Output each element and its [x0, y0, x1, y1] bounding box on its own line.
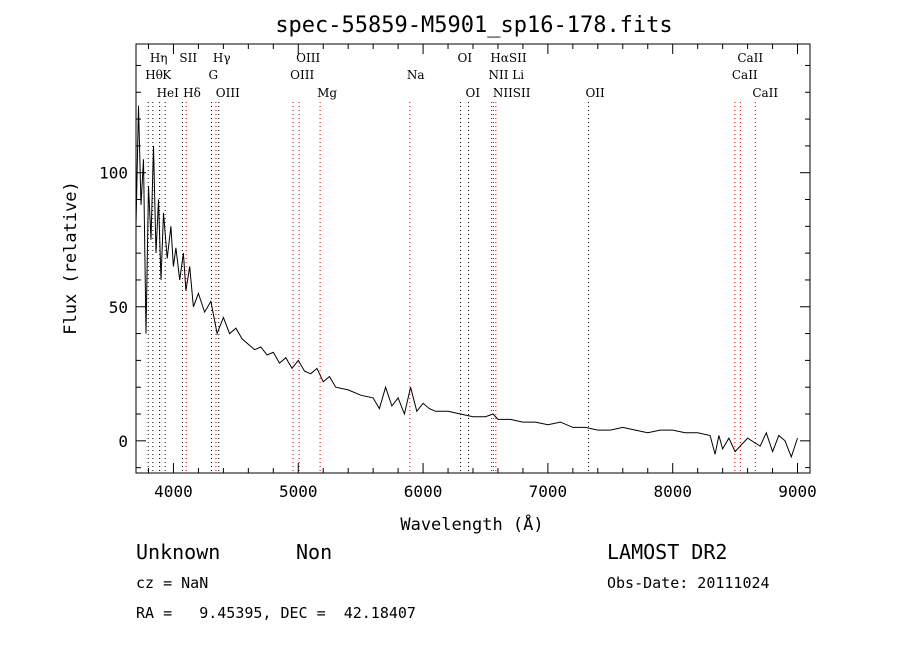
spectral-line-label: HeI	[157, 86, 180, 100]
axis-ticks: 4000 5000 6000 7000 8000 9000 0 50 100	[99, 44, 817, 501]
spectral-line-label: K	[162, 68, 172, 82]
y-axis-label: Flux (relative)	[61, 181, 81, 335]
y-tick-label: 0	[118, 432, 128, 451]
spectral-line-label: CaII	[752, 86, 778, 100]
spectral-line-label: Hγ	[213, 51, 231, 65]
chart-title: spec-55859-M5901_sp16-178.fits	[275, 13, 672, 38]
spectrum-series-line	[135, 105, 798, 459]
plot-frame	[135, 43, 811, 474]
x-tick-label: 4000	[154, 482, 193, 501]
spectral-line-label: CaII	[732, 68, 758, 82]
spectral-line-label: Na	[407, 68, 425, 82]
spectral-line-label: Hθ	[145, 68, 163, 82]
spectral-line-label: CaII	[737, 51, 763, 65]
x-tick-label: 9000	[778, 482, 817, 501]
spectral-line-markers	[147, 102, 756, 473]
ra-dec-coordinates: RA = 9.45395, DEC = 42.18407	[136, 604, 416, 622]
redshift-cz: cz = NaN	[136, 574, 208, 592]
x-axis-label: Wavelength (Å)	[400, 513, 543, 535]
spectral-line-label: HαSII	[490, 51, 527, 65]
spectral-line-label: Hδ	[183, 86, 201, 100]
x-tick-label: 6000	[404, 482, 443, 501]
spectral-line-label: NIISII	[493, 86, 531, 100]
spectral-line-label: OII	[585, 86, 605, 100]
spectral-line-label: G	[209, 68, 219, 82]
spectral-line-label: NII Li	[488, 68, 524, 82]
y-tick-label: 100	[99, 164, 128, 183]
spectral-line-label: OI	[458, 51, 473, 65]
observation-date: Obs-Date: 20111024	[607, 574, 770, 592]
x-tick-label: 5000	[279, 482, 318, 501]
spectral-line-label: OIII	[216, 86, 240, 100]
y-tick-label: 50	[109, 298, 128, 317]
x-tick-label: 7000	[529, 482, 568, 501]
spectral-line-label: OI	[466, 86, 481, 100]
spectral-line-label: OIII	[290, 68, 314, 82]
spectral-line-label: SII	[179, 51, 197, 65]
object-class: Unknown	[136, 540, 220, 564]
survey-name: LAMOST DR2	[607, 540, 727, 564]
spectral-line-label: Mg	[317, 86, 337, 100]
object-subclass: Non	[296, 540, 332, 564]
spectral-line-label: Hη	[150, 51, 168, 65]
spectral-line-label: OIII	[296, 51, 320, 65]
x-tick-label: 8000	[653, 482, 692, 501]
